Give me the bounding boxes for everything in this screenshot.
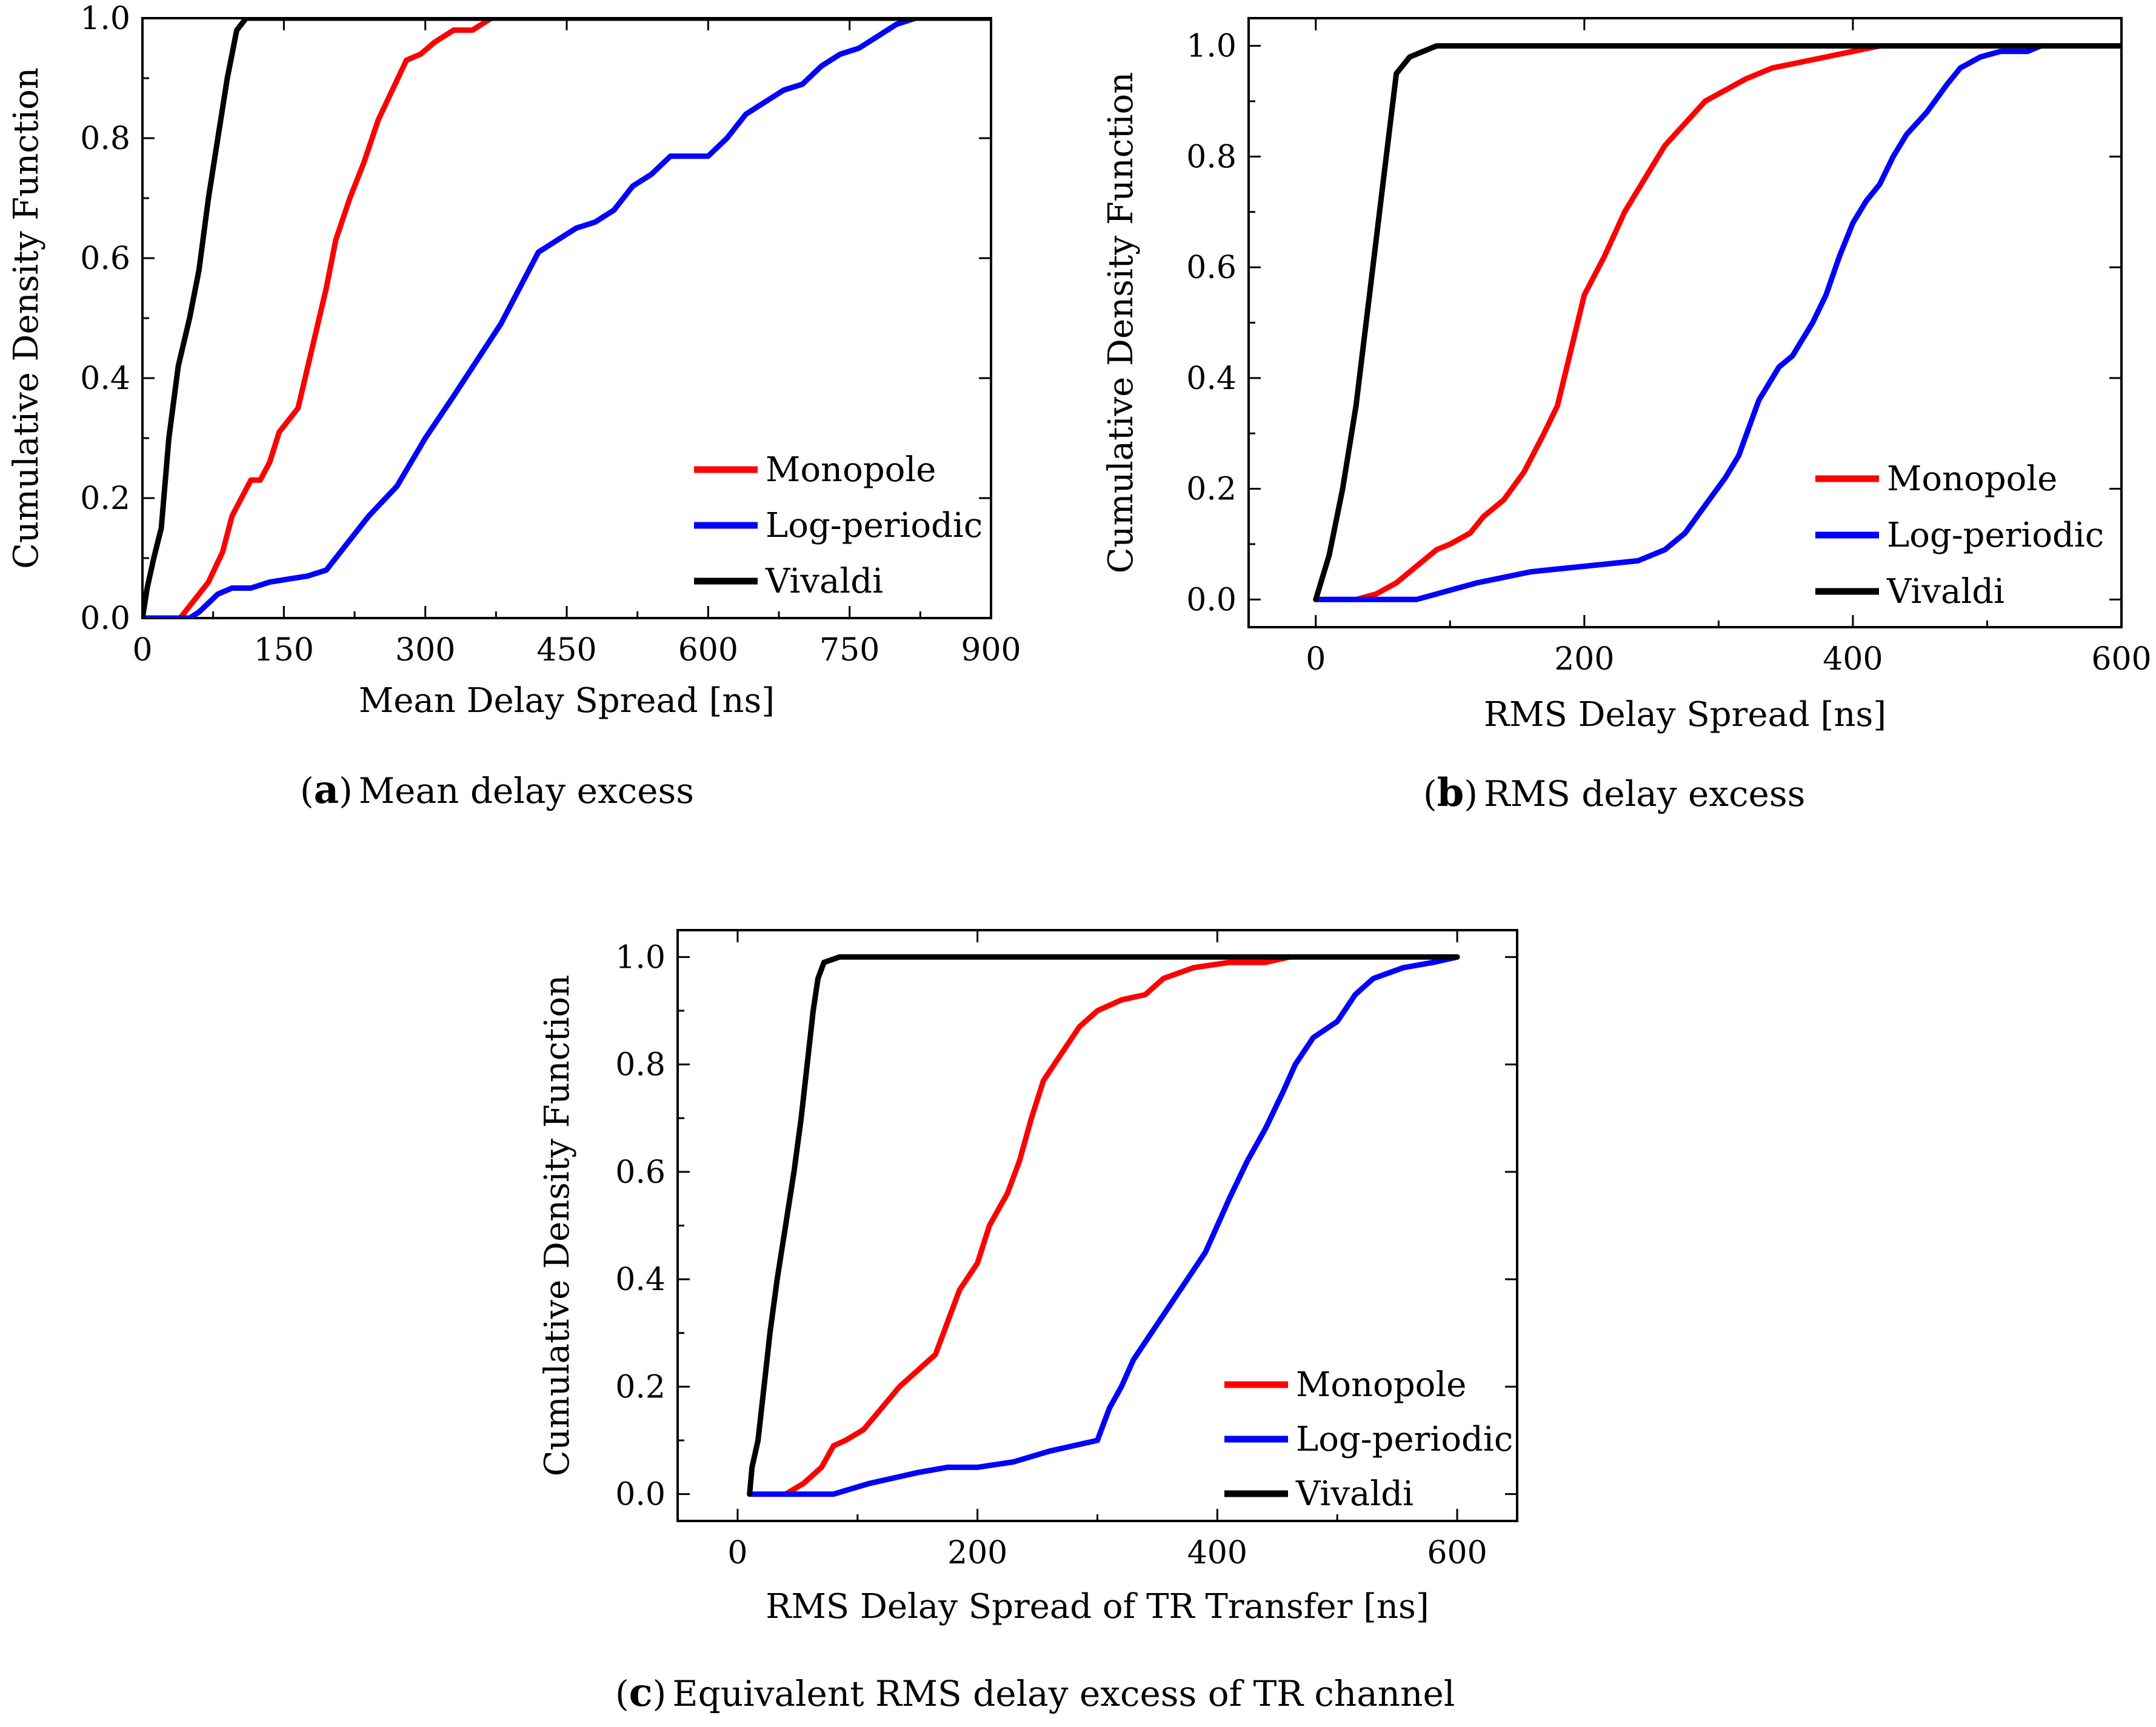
y-axis-title: Cumulative Density Function <box>538 975 577 1477</box>
series-line-monopole <box>142 18 504 618</box>
y-tick-label: 0.0 <box>80 601 130 637</box>
x-tick-label: 0 <box>132 632 152 668</box>
y-axis-title: Cumulative Density Function <box>1101 72 1141 574</box>
caption-close-paren: ) <box>653 1673 667 1714</box>
y-tick-label: 0.8 <box>80 121 130 157</box>
x-axis-title: Mean Delay Spread [ns] <box>359 681 775 720</box>
caption-open-paren: ( <box>615 1673 629 1714</box>
legend-label: Monopole <box>1296 1365 1466 1405</box>
chart-a: 0 150 300 450 600 750 900 0.0 0.2 0.4 0.6 0.8 1.0 Mea… <box>7 1 1021 813</box>
legend-label: Vivaldi <box>765 562 883 601</box>
caption-letter: c <box>629 1670 653 1715</box>
y-tick-label: 1.0 <box>615 939 666 976</box>
x-tick-label: 0 <box>1306 641 1326 677</box>
y-tick-label: 0.4 <box>1186 361 1237 397</box>
caption-text: Equivalent RMS delay excess of TR channe… <box>672 1673 1455 1714</box>
series-line-log-periodic <box>142 18 928 618</box>
x-tick-label: 600 <box>2091 641 2151 677</box>
series-line-vivaldi <box>1313 43 2121 602</box>
x-tick-label: 200 <box>947 1535 1007 1571</box>
series-line-vivaldi <box>747 954 1460 1497</box>
caption-text: Mean delay excess <box>359 770 694 811</box>
y-tick-label: 0.0 <box>1186 582 1237 618</box>
x-tick-label: 750 <box>819 632 879 668</box>
figure-caption: (a) Mean delay excess <box>300 767 694 813</box>
caption-open-paren: ( <box>1423 773 1437 814</box>
x-tick-label: 150 <box>254 632 314 668</box>
series-line-log-periodic <box>747 954 1460 1497</box>
y-tick-label: 0.8 <box>615 1047 666 1083</box>
legend-label: Vivaldi <box>1295 1474 1413 1514</box>
series-line-vivaldi <box>142 18 991 618</box>
figure-caption: (c) Equivalent RMS delay excess of TR cha… <box>615 1670 1455 1715</box>
y-axis-title: Cumulative Density Function <box>7 67 46 569</box>
legend-label: Vivaldi <box>1886 572 2004 611</box>
caption-letter: a <box>314 767 339 813</box>
y-tick-label: 1.0 <box>1186 28 1237 65</box>
y-tick-label: 0.6 <box>1186 250 1237 286</box>
series-line-monopole <box>783 954 1292 1497</box>
series-line-log-periodic <box>1313 43 2044 602</box>
y-tick-label: 0.6 <box>80 241 130 277</box>
x-tick-label: 200 <box>1554 641 1614 677</box>
caption-close-paren: ) <box>339 770 353 811</box>
legend-label: Monopole <box>1887 459 2057 499</box>
x-tick-label: 450 <box>536 632 596 668</box>
caption-close-paren: ) <box>1464 773 1478 814</box>
figure-caption: (b) RMS delay excess <box>1423 770 1805 816</box>
x-tick-label: 0 <box>727 1535 747 1571</box>
x-tick-label: 300 <box>395 632 455 668</box>
y-tick-label: 1.0 <box>80 1 130 37</box>
caption-letter: b <box>1437 770 1464 816</box>
legend-label: Log-periodic <box>766 506 983 545</box>
y-tick-label: 0.4 <box>615 1262 666 1298</box>
x-tick-label: 400 <box>1187 1535 1247 1571</box>
y-tick-label: 0.2 <box>1186 471 1237 508</box>
y-tick-label: 0.4 <box>80 361 130 397</box>
y-tick-label: 0.0 <box>615 1477 666 1513</box>
series-line-monopole <box>1353 43 1883 602</box>
x-tick-label: 600 <box>1427 1535 1487 1571</box>
legend-label: Log-periodic <box>1887 516 2104 555</box>
legend-label: Log-periodic <box>1296 1420 1513 1459</box>
y-tick-label: 0.2 <box>615 1369 666 1405</box>
y-tick-label: 0.6 <box>615 1154 666 1191</box>
caption-text: RMS delay excess <box>1484 773 1805 814</box>
x-axis-title: RMS Delay Spread [ns] <box>1484 695 1886 734</box>
chart-c: 0 200 400 600 0.0 0.2 0.4 0.6 0.8 1.0 RMS Delay Sp… <box>538 929 1518 1715</box>
x-tick-label: 400 <box>1823 641 1883 677</box>
chart-b: 0 200 400 600 0.0 0.2 0.4 0.6 0.8 1.0 RMS Delay Sp… <box>1101 17 2152 816</box>
legend-label: Monopole <box>766 450 936 490</box>
caption-open-paren: ( <box>300 770 314 811</box>
y-tick-label: 0.2 <box>80 481 130 517</box>
x-tick-label: 900 <box>961 632 1021 668</box>
x-tick-label: 600 <box>678 632 738 668</box>
y-tick-label: 0.8 <box>1186 139 1237 175</box>
x-axis-title: RMS Delay Spread of TR Transfer [ns] <box>766 1587 1429 1626</box>
